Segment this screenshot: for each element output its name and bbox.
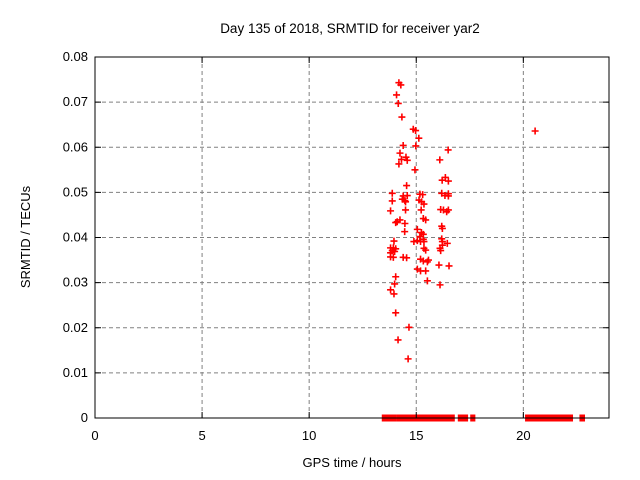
data-point-marker	[438, 241, 446, 249]
data-point-marker	[444, 206, 452, 214]
data-point-marker	[395, 160, 403, 168]
data-point-marker	[443, 239, 451, 247]
x-tick-label: 0	[91, 428, 98, 443]
gridlines	[95, 57, 609, 418]
data-point-marker	[404, 355, 412, 363]
y-tick-label: 0.08	[63, 49, 88, 64]
data-point-marker	[438, 176, 446, 184]
data-point-marker	[444, 146, 452, 154]
data-point-marker	[392, 273, 400, 281]
data-point-marker	[403, 182, 411, 190]
data-point-marker	[390, 237, 398, 245]
data-point-marker	[445, 262, 453, 270]
data-point-marker	[391, 280, 399, 288]
chart-title: Day 135 of 2018, SRMTID for receiver yar…	[220, 21, 480, 36]
data-point-marker	[412, 127, 420, 135]
y-tick-label: 0.07	[63, 94, 88, 109]
data-point-marker	[412, 142, 420, 150]
data-point-marker	[422, 267, 430, 275]
data-point-marker	[392, 219, 400, 227]
data-point-marker	[420, 238, 428, 246]
data-point-marker	[403, 254, 411, 262]
y-tick-labels: 0 0.01 0.02 0.03 0.04 0.05 0.06 0.07 0.08	[63, 49, 88, 425]
data-point-marker	[388, 197, 396, 205]
y-tick-label: 0.05	[63, 184, 88, 199]
data-point-marker	[405, 323, 413, 331]
data-point-marker	[531, 127, 539, 135]
x-axis-label: GPS time / hours	[303, 455, 402, 470]
x-tick-label: 20	[516, 428, 530, 443]
y-tick-label: 0.03	[63, 275, 88, 290]
x-tick-label: 15	[409, 428, 423, 443]
data-point-marker	[402, 198, 410, 206]
data-point-marker	[423, 277, 431, 285]
data-point-marker	[396, 216, 404, 224]
data-point-marker	[387, 286, 395, 294]
data-point-marker	[420, 200, 428, 208]
data-point-marker	[411, 166, 419, 174]
y-tick-label: 0	[81, 410, 88, 425]
data-point-marker	[390, 290, 398, 298]
data-point-marker	[387, 207, 395, 215]
data-point-marker	[438, 235, 446, 243]
data-point-marker	[391, 247, 399, 255]
data-point-marker	[436, 281, 444, 289]
y-tick-label: 0.04	[63, 230, 88, 245]
data-point-marker	[393, 91, 401, 99]
data-point-marker	[419, 191, 427, 199]
data-point-marker	[424, 256, 432, 264]
data-point-marker	[401, 220, 409, 228]
data-point-marker	[401, 228, 409, 236]
data-point-marker	[422, 246, 430, 254]
data-point-marker	[402, 206, 410, 214]
data-point-marker	[419, 257, 427, 265]
data-point-marker	[403, 192, 411, 200]
x-tick-label: 10	[302, 428, 316, 443]
data-point-marker	[392, 309, 400, 317]
data-points	[387, 79, 539, 363]
data-point-marker	[435, 261, 443, 269]
data-point-marker	[410, 238, 418, 246]
data-point-marker	[389, 253, 397, 261]
data-point-marker	[413, 237, 421, 245]
y-tick-label: 0.02	[63, 320, 88, 335]
data-point-marker	[438, 224, 446, 232]
data-point-marker	[444, 177, 452, 185]
x-tick-labels: 0 5 10 15 20	[91, 428, 530, 443]
data-point-marker	[436, 156, 444, 164]
data-point-marker	[397, 155, 405, 163]
data-point-marker	[399, 141, 407, 149]
y-tick-label: 0.01	[63, 365, 88, 380]
x-tick-label: 5	[198, 428, 205, 443]
data-point-marker	[415, 134, 423, 142]
data-point-marker	[437, 247, 445, 255]
data-point-marker	[413, 225, 421, 233]
data-point-marker	[398, 113, 406, 121]
data-point-marker	[396, 149, 404, 157]
data-point-marker	[417, 206, 425, 214]
y-tick-label: 0.06	[63, 139, 88, 154]
data-point-marker	[394, 336, 402, 344]
data-point-marker	[402, 153, 410, 161]
data-point-marker	[422, 216, 430, 224]
axis-ticks	[94, 56, 609, 419]
y-axis-label: SRMTID / TECUs	[18, 185, 33, 288]
data-point-marker	[403, 156, 411, 164]
data-point-marker	[444, 192, 452, 200]
data-point-marker	[394, 99, 402, 107]
data-point-marker	[388, 189, 396, 197]
data-point-marker	[397, 81, 405, 89]
